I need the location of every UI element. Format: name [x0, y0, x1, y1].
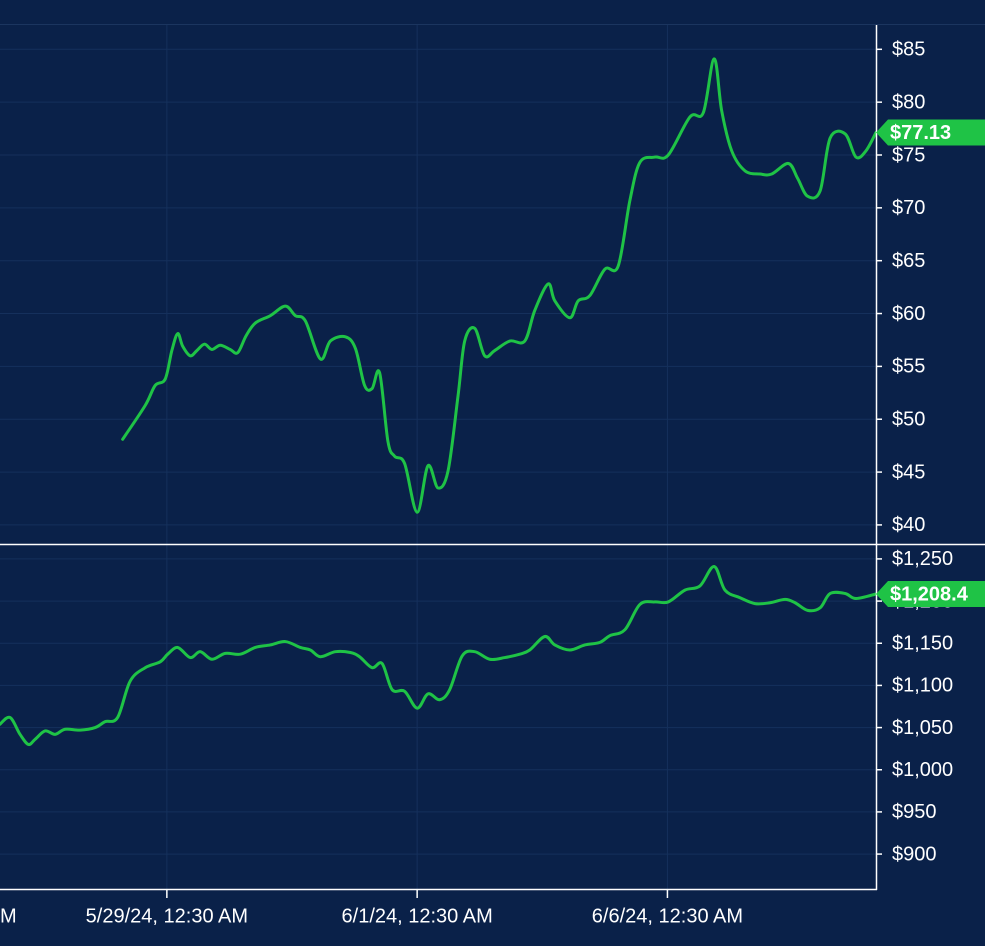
y-tick-label: $65	[892, 250, 925, 272]
x-tick-label: 6/1/24, 12:30 AM	[342, 905, 493, 927]
last-value-badge	[876, 580, 985, 607]
price-line	[121, 57, 878, 514]
y-tick-label: $85	[892, 39, 925, 61]
price-line	[0, 565, 878, 747]
y-tick-label: $45	[892, 461, 925, 483]
last-value-label: $77.13	[890, 122, 951, 144]
y-tick-label: $1,050	[892, 717, 953, 739]
y-tick-label: $1,250	[892, 548, 953, 570]
y-tick-label: $50	[892, 409, 925, 431]
y-tick-label: $950	[892, 801, 937, 823]
y-tick-label: $75	[892, 144, 925, 166]
last-value-label: $1,208.4	[890, 583, 969, 605]
lines	[0, 57, 878, 747]
y-tick-label: $55	[892, 356, 925, 378]
y-tick-label: $70	[892, 197, 925, 219]
last-value-badge	[876, 119, 985, 146]
y-tick-label: $1,150	[892, 633, 953, 655]
labels: $85 $80 $75 $70 $65 $60 $55 $50 $45 $40 $77.13 $1,2…	[0, 39, 985, 927]
y-tick-label: $40	[892, 514, 925, 536]
y-tick-label: $60	[892, 303, 925, 325]
y-tick-label: $1,100	[892, 675, 953, 697]
y-tick-label: $80	[892, 91, 925, 113]
y-tick-label: $1,000	[892, 759, 953, 781]
x-tick-label: M	[0, 905, 17, 927]
x-tick-label: 5/29/24, 12:30 AM	[86, 905, 248, 927]
x-tick-label: 6/6/24, 12:30 AM	[592, 905, 743, 927]
y-tick-label: $900	[892, 843, 937, 865]
grid	[0, 25, 876, 890]
